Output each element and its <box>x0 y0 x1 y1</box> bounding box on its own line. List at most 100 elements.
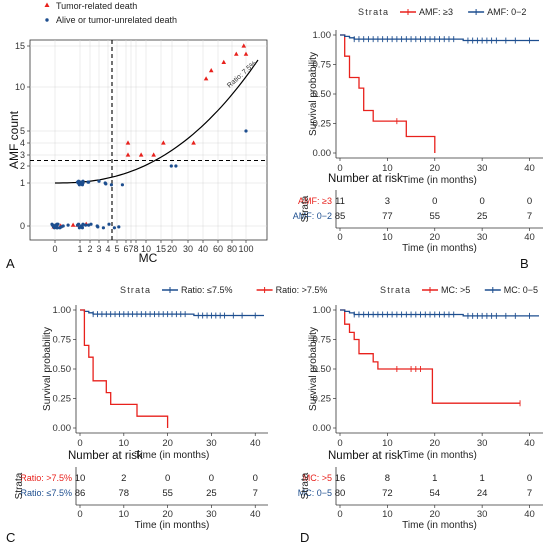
a-point-0-11 <box>203 76 209 81</box>
b-curve-1 <box>340 34 539 42</box>
panel-c-letter: C <box>6 530 15 545</box>
a-point-1-14 <box>61 224 65 228</box>
a-point-1-26 <box>84 223 88 227</box>
b-risk-xtick-label-3: 30 <box>477 232 488 243</box>
panel-d-letter: D <box>300 530 309 545</box>
d-risk-xtick-label-2: 20 <box>429 509 440 520</box>
a-point-1-52 <box>169 164 173 168</box>
a-point-1-29 <box>96 225 100 229</box>
d-xtick-label-2: 20 <box>429 438 440 449</box>
a-point-0-16 <box>243 51 249 56</box>
d-risk-xlabel: Time (in months) <box>402 520 477 531</box>
a-point-0-9 <box>161 140 166 145</box>
d-risk-row-label-1: MC: 0−5 <box>298 488 332 498</box>
d-xtick-label-0: 0 <box>337 438 342 449</box>
b-xlabel: Time (in months) <box>402 175 477 186</box>
c-risk-cell-0-4: 0 <box>253 473 258 484</box>
a-ytick-label-7: 15 <box>15 41 25 51</box>
b-xtick-label-4: 40 <box>524 163 535 174</box>
c-ytick-label-3: 0.75 <box>53 335 72 346</box>
a-xtick-label-10: 15 <box>156 244 166 254</box>
c-xtick-label-1: 10 <box>119 438 130 449</box>
legend-alive-label: Alive or tumor-unrelated death <box>56 15 177 25</box>
a-point-1-49 <box>104 182 108 186</box>
a-point-0-12 <box>208 68 214 73</box>
c-risk-cell-0-3: 0 <box>209 473 214 484</box>
d-xtick-label-3: 30 <box>477 438 488 449</box>
d-risk-xtick-label-1: 10 <box>382 509 393 520</box>
a-ytick-label-5: 5 <box>20 126 25 136</box>
b-curve-0 <box>340 34 436 153</box>
a-point-0-6 <box>125 140 131 145</box>
c-legend-label-1: Ratio: >7.5% <box>276 285 328 295</box>
c-risk-xtick-label-4: 40 <box>250 509 261 520</box>
a-point-1-40 <box>77 183 81 187</box>
a-xtick-label-13: 40 <box>198 244 208 254</box>
a-point-0-5 <box>125 152 131 157</box>
a-point-1-32 <box>107 222 111 226</box>
b-risk-cell-1-3: 25 <box>477 211 488 222</box>
d-risk-cell-0-4: 0 <box>527 473 532 484</box>
a-point-1-33 <box>117 225 121 229</box>
a-xtick-label-11: 20 <box>167 244 177 254</box>
a-xtick-label-12: 30 <box>183 244 193 254</box>
d-curve-1 <box>340 309 539 317</box>
a-xtick-label-9: 10 <box>141 244 151 254</box>
a-point-1-10 <box>55 226 59 230</box>
a-point-1-25 <box>87 223 91 227</box>
d-risk-cell-1-2: 54 <box>429 488 440 499</box>
d-risk-cell-1-0: 80 <box>335 488 346 499</box>
b-xtick-label-0: 0 <box>337 163 342 174</box>
a-point-1-51 <box>120 183 124 187</box>
a-point-1-24 <box>80 224 84 228</box>
c-ytick-label-2: 0.50 <box>53 364 72 375</box>
c-ytick-label-4: 1.00 <box>53 305 72 316</box>
a-point-1-54 <box>244 129 248 133</box>
a-ytick-label-4: 4 <box>20 138 25 148</box>
a-xtick-label-1: 1 <box>77 244 82 254</box>
b-risk-ylabel: Strata <box>300 195 311 222</box>
c-risk-ylabel: Strata <box>14 472 25 499</box>
b-legend-label-0: AMF: ≥3 <box>419 7 453 17</box>
d-ytick-label-1: 0.25 <box>313 394 332 405</box>
a-point-1-12 <box>55 222 59 226</box>
b-risk-xtick-label-4: 40 <box>524 232 535 243</box>
d-risk-cell-0-3: 1 <box>479 473 484 484</box>
d-curve-0 <box>340 309 520 404</box>
a-point-1-44 <box>81 181 85 185</box>
a-xtick-label-7: 7 <box>128 244 133 254</box>
a-ylabel: AMF count <box>7 110 21 169</box>
a-ytick-label-1: 1 <box>20 178 25 188</box>
panel-a-letter: A <box>6 256 15 271</box>
d-ytick-label-4: 1.00 <box>313 305 332 316</box>
c-xtick-label-0: 0 <box>77 438 82 449</box>
a-point-1-27 <box>89 222 93 226</box>
c-risk-cell-0-0: 10 <box>75 473 86 484</box>
panel-b-letter: B <box>520 256 529 271</box>
d-risk-cell-1-4: 7 <box>527 488 532 499</box>
c-risk-cell-1-3: 25 <box>206 488 217 499</box>
b-risk-cell-0-2: 0 <box>432 196 437 207</box>
b-risk-row-label-0: AMF: ≥3 <box>298 196 332 206</box>
d-legend-title: Strata <box>380 285 411 295</box>
d-risk-cell-0-2: 1 <box>432 473 437 484</box>
c-risk-xlabel: Time (in months) <box>135 520 210 531</box>
a-xtick-label-4: 4 <box>105 244 110 254</box>
c-risk-xtick-label-1: 10 <box>119 509 130 520</box>
b-xtick-label-1: 10 <box>382 163 393 174</box>
b-risk-title: Number at risk <box>328 173 403 185</box>
c-risk-row-label-1: Ratio: ≤7.5% <box>21 488 72 498</box>
b-ytick-label-3: 0.75 <box>313 60 332 71</box>
legend-tumor-label: Tumor-related death <box>56 1 137 11</box>
a-ytick-label-3: 3 <box>20 150 25 160</box>
a-ytick-label-2: 2 <box>20 161 25 171</box>
a-xtick-label-16: 100 <box>238 244 253 254</box>
a-point-1-53 <box>174 164 178 168</box>
a-point-1-47 <box>97 179 101 183</box>
a-xtick-label-15: 80 <box>227 244 237 254</box>
a-point-1-30 <box>101 226 105 230</box>
a-point-0-8 <box>151 152 156 157</box>
b-risk-xtick-label-2: 20 <box>429 232 440 243</box>
a-xtick-label-5: 5 <box>114 244 119 254</box>
